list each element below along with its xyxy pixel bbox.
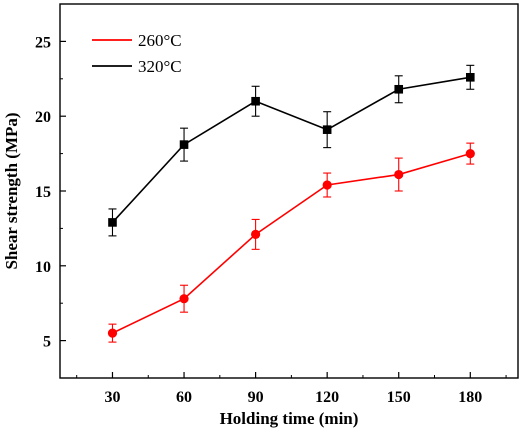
legend-label: 320°C	[138, 57, 182, 76]
data-point	[251, 229, 261, 239]
data-point	[465, 149, 475, 159]
data-point	[108, 218, 117, 227]
y-tick-label: 15	[35, 184, 51, 201]
legend-item: 320°C	[92, 57, 182, 76]
x-tick-label: 90	[248, 389, 264, 406]
data-point	[179, 294, 189, 304]
data-point	[251, 96, 260, 106]
x-tick-label: 180	[458, 389, 482, 406]
y-tick-label: 25	[35, 34, 51, 51]
y-axis-title: Shear strength (MPa)	[2, 112, 21, 269]
x-tick-label: 30	[104, 389, 120, 406]
data-point	[465, 73, 475, 82]
y-tick-label: 5	[43, 334, 51, 351]
x-tick-label: 150	[387, 389, 411, 406]
data-point	[107, 328, 118, 338]
legend-label: 260°C	[138, 31, 182, 50]
legend-item: 260°C	[92, 31, 182, 50]
series-circle	[107, 142, 475, 343]
series-square	[108, 64, 475, 237]
axis-ticks	[60, 3, 507, 379]
x-tick-label: 120	[315, 389, 339, 406]
series-line	[112, 152, 471, 334]
legend: 260°C 320°C	[92, 31, 182, 76]
y-tick-label: 10	[35, 259, 51, 276]
tick-labels: 30 60 90 120 150 180 5 10 15 20 25	[35, 34, 482, 406]
x-axis-title: Holding time (min)	[220, 409, 359, 428]
data-point	[322, 125, 332, 134]
data-point	[322, 180, 332, 190]
data-point	[394, 169, 404, 180]
plot-area	[59, 3, 519, 379]
data-point	[179, 140, 189, 149]
series-layer	[107, 64, 475, 343]
series-line	[111, 76, 471, 223]
y-tick-label: 20	[35, 109, 51, 126]
data-point	[394, 84, 404, 94]
plot-frame	[59, 3, 519, 379]
x-tick-label: 60	[176, 389, 192, 406]
